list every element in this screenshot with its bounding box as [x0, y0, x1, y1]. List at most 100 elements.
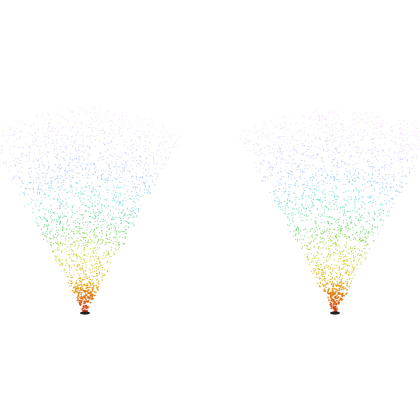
particle: [288, 146, 290, 148]
particle: [57, 125, 59, 127]
particle: [105, 254, 107, 256]
particle: [13, 120, 15, 122]
particle: [166, 156, 168, 158]
particle: [286, 123, 288, 125]
particle: [376, 181, 379, 184]
particle: [258, 143, 260, 145]
particle: [98, 259, 100, 262]
particle: [133, 186, 135, 188]
particle: [370, 139, 373, 141]
particle: [324, 193, 326, 196]
particle: [313, 271, 315, 273]
particle: [328, 209, 330, 211]
particle: [332, 151, 335, 153]
particle: [333, 195, 335, 197]
particle: [65, 215, 67, 218]
particle: [327, 156, 330, 158]
particle: [310, 146, 312, 148]
particle: [92, 208, 95, 210]
particle: [81, 201, 83, 203]
particle: [336, 244, 338, 246]
particle: [397, 156, 399, 158]
particle: [404, 140, 406, 142]
particle: [144, 185, 146, 187]
particle: [300, 219, 302, 221]
particle: [360, 189, 362, 192]
particle: [326, 143, 328, 145]
particle: [305, 200, 307, 202]
particle: [66, 220, 68, 222]
particle: [103, 144, 106, 146]
particle: [295, 199, 297, 201]
particle: [130, 125, 132, 127]
particle: [34, 163, 36, 165]
particle: [115, 231, 117, 233]
particle: [110, 175, 112, 177]
particle: [327, 292, 330, 295]
particle: [97, 204, 99, 206]
particle: [144, 150, 146, 153]
particle: [96, 263, 98, 265]
particle: [356, 264, 358, 266]
particle: [341, 268, 343, 270]
particle: [322, 278, 324, 280]
particle: [402, 134, 404, 136]
particle: [48, 166, 50, 168]
particle: [408, 145, 410, 147]
particle: [42, 112, 44, 114]
particle: [354, 122, 356, 124]
particle: [80, 135, 82, 137]
particle: [96, 246, 99, 248]
particle: [59, 204, 61, 206]
particle: [50, 241, 52, 243]
particle: [362, 120, 365, 122]
particle: [47, 182, 49, 184]
particle: [366, 160, 368, 162]
particle: [8, 129, 10, 131]
particle: [337, 296, 340, 299]
particle: [14, 164, 17, 166]
particle: [343, 162, 345, 164]
particle: [50, 119, 52, 121]
particle: [98, 266, 100, 268]
particle: [76, 167, 78, 169]
particle: [70, 180, 72, 183]
particle: [318, 114, 320, 116]
particle: [79, 267, 81, 269]
particle: [69, 280, 71, 282]
particle: [279, 149, 281, 151]
particle: [289, 170, 291, 172]
particle: [358, 212, 360, 214]
particle: [331, 111, 333, 113]
particle: [357, 148, 359, 150]
particle: [354, 247, 356, 249]
particle: [411, 156, 413, 159]
particle: [62, 179, 65, 181]
particle: [348, 258, 350, 260]
particle: [351, 119, 354, 121]
particle: [75, 150, 78, 152]
particle: [318, 253, 320, 255]
particle: [341, 293, 344, 296]
particle: [13, 177, 15, 180]
particle: [329, 294, 332, 296]
particle: [277, 135, 279, 138]
particle: [319, 263, 321, 265]
particle: [328, 127, 330, 129]
particle: [118, 200, 120, 202]
particle: [400, 133, 402, 135]
particle: [97, 240, 99, 243]
particle: [110, 120, 113, 122]
particle: [69, 285, 71, 287]
particle: [56, 231, 58, 233]
particle: [103, 257, 105, 259]
particle: [344, 173, 346, 175]
particle: [131, 223, 133, 225]
particle: [125, 233, 127, 235]
particle: [280, 161, 282, 163]
particle: [286, 162, 288, 164]
particle: [106, 199, 108, 201]
particle: [130, 210, 133, 212]
particle: [65, 250, 67, 252]
particle: [85, 277, 87, 279]
